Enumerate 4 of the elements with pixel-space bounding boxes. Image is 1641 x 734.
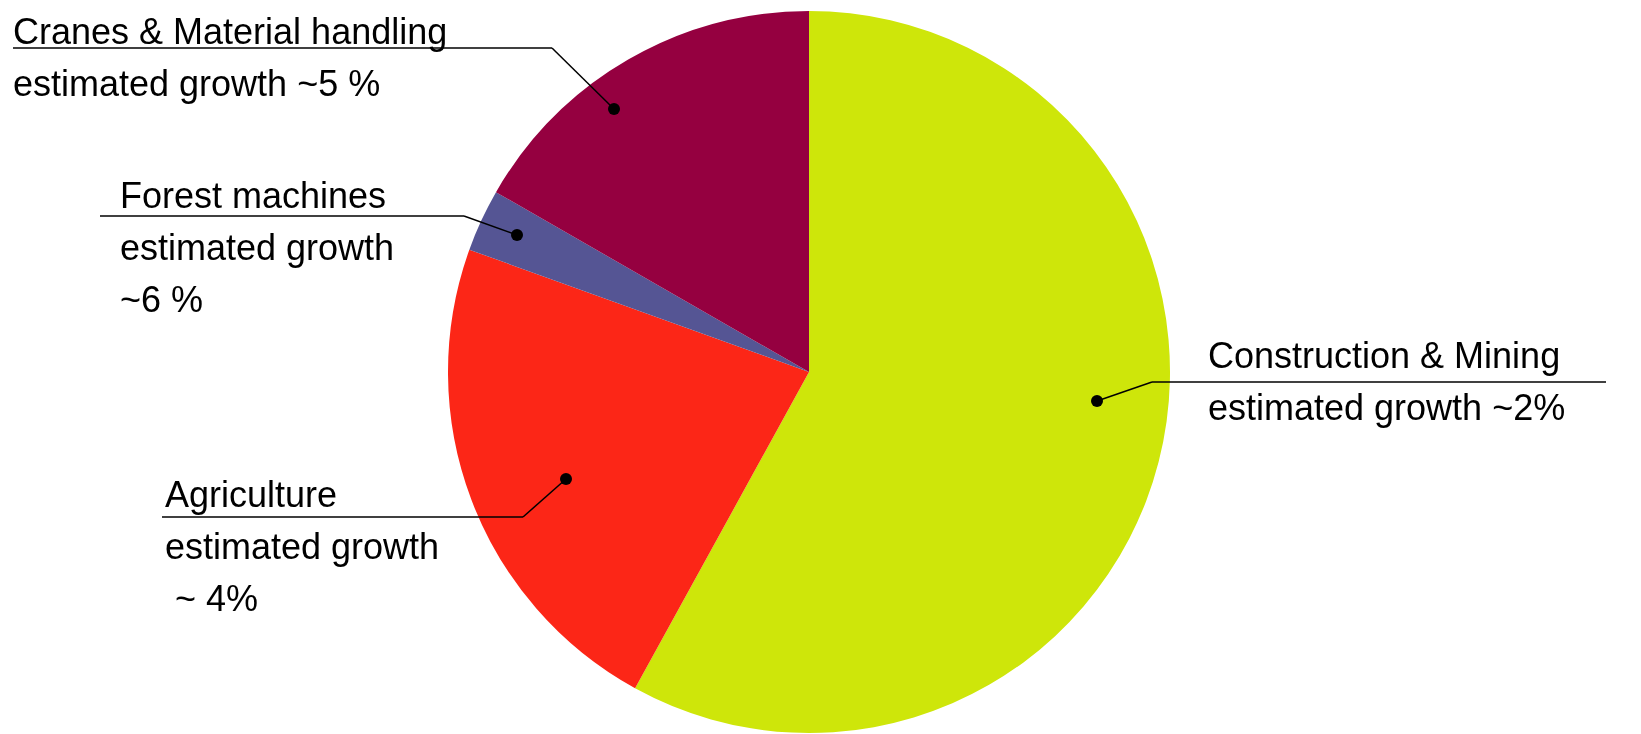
slice-label: Agriculture estimated growth ~ 4% [165, 474, 440, 619]
slice-label: Construction & Mining estimated growth ~2% [1208, 335, 1566, 428]
slice-label: Cranes & Material handling estimated growth ~5 % [13, 11, 448, 104]
slice-label: Forest machines estimated growth ~6 % [120, 175, 395, 320]
